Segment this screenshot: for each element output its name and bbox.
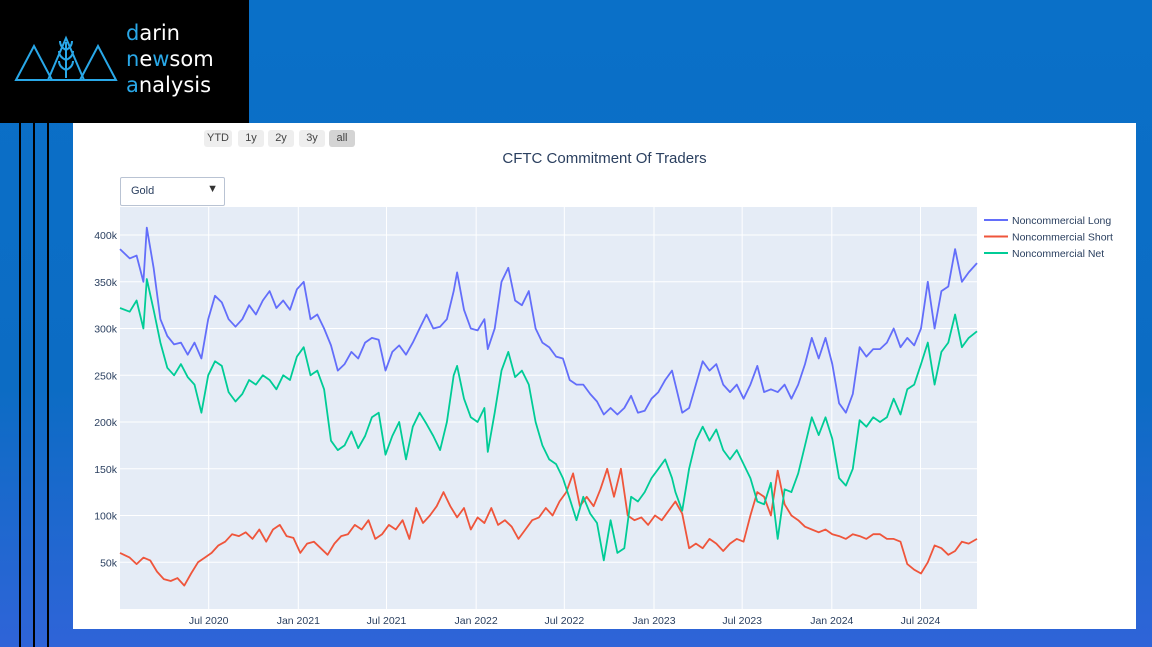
logo-text-part: arin xyxy=(139,21,180,45)
logo-line-3: analysis xyxy=(126,72,214,98)
logo-mountains-icon xyxy=(14,35,118,81)
logo: darin newsom analysis xyxy=(0,0,249,123)
logo-line-2: newsom xyxy=(126,46,214,72)
x-tick-label: Jul 2024 xyxy=(901,615,941,627)
range-button-ytd[interactable]: YTD xyxy=(204,130,232,147)
series-line-noncommercial-net xyxy=(119,278,978,562)
y-tick-label: 50k xyxy=(100,557,118,569)
logo-text-part: e xyxy=(139,47,153,71)
range-button-all[interactable]: all xyxy=(329,130,355,147)
x-tick-label: Jan 2022 xyxy=(455,615,498,627)
legend-item-label[interactable]: Noncommercial Net xyxy=(1012,248,1104,260)
logo-letter: d xyxy=(126,21,140,45)
dropdown-value: Gold xyxy=(131,185,155,197)
y-tick-label: 100k xyxy=(94,511,118,523)
logo-text-part: som xyxy=(169,47,214,71)
legend-item-label[interactable]: Noncommercial Long xyxy=(1012,215,1111,227)
logo-letter: a xyxy=(126,73,139,97)
line-chart[interactable]: 50k 100k 150k 200k 250k 300k 350k 400k Jul 2020 J… xyxy=(73,123,1136,629)
x-tick-label: Jan 2023 xyxy=(632,615,675,627)
y-tick-label: 300k xyxy=(94,324,118,336)
range-button-1y[interactable]: 1y xyxy=(238,130,264,147)
logo-letter: n xyxy=(126,47,140,71)
range-button-2y[interactable]: 2y xyxy=(268,130,294,147)
series-line-noncommercial-short xyxy=(119,467,978,587)
y-tick-label: 350k xyxy=(94,277,118,289)
x-tick-label: Jul 2020 xyxy=(189,615,229,627)
logo-letter: w xyxy=(152,47,170,71)
commodity-dropdown[interactable]: Gold ▼ xyxy=(120,177,225,206)
x-tick-label: Jul 2021 xyxy=(367,615,407,627)
stripe xyxy=(47,123,49,647)
triangle-down-icon: ▼ xyxy=(207,183,218,195)
logo-wordmark: darin newsom analysis xyxy=(126,20,214,98)
y-tick-label: 400k xyxy=(94,230,118,242)
series-line-noncommercial-long xyxy=(119,226,978,416)
y-tick-label: 150k xyxy=(94,464,118,476)
logo-line-1: darin xyxy=(126,20,214,46)
logo-text-part: nalysis xyxy=(138,73,212,97)
y-tick-label: 200k xyxy=(94,417,118,429)
stripe xyxy=(19,123,21,647)
range-button-3y[interactable]: 3y xyxy=(299,130,325,147)
chart-title: CFTC Commitment Of Traders xyxy=(502,150,707,167)
stripe xyxy=(33,123,35,647)
x-tick-label: Jul 2022 xyxy=(544,615,584,627)
x-tick-label: Jul 2023 xyxy=(722,615,762,627)
plot-background xyxy=(120,207,977,609)
x-tick-label: Jan 2024 xyxy=(810,615,853,627)
x-tick-label: Jan 2021 xyxy=(277,615,320,627)
legend-item-label[interactable]: Noncommercial Short xyxy=(1012,232,1113,244)
y-tick-label: 250k xyxy=(94,370,118,382)
decorative-stripes xyxy=(0,123,60,647)
chart-panel: YTD 1y 2y 3y all CFTC Commitment Of Trad… xyxy=(73,123,1136,629)
